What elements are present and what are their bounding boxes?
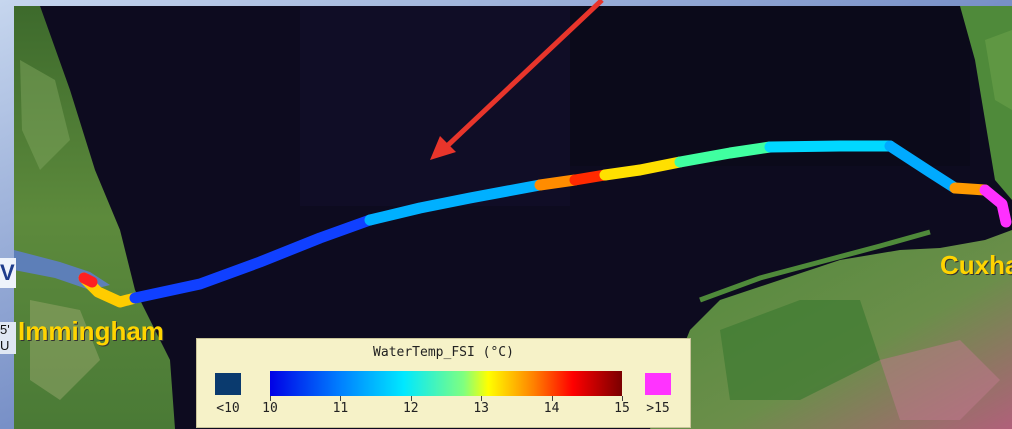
legend-color-scale bbox=[270, 371, 622, 396]
side-fragment-low-text: U bbox=[0, 338, 10, 353]
legend-tick-mark bbox=[340, 396, 342, 401]
legend-tick-label: 10 bbox=[262, 401, 278, 416]
legend-title: WaterTemp_FSI (°C) bbox=[373, 345, 514, 360]
legend-above-swatch bbox=[645, 373, 671, 395]
land-texture bbox=[20, 60, 70, 170]
legend-tick-mark bbox=[410, 396, 412, 401]
legend-tick-label: 15 bbox=[614, 401, 630, 416]
legend-tick-label: 12 bbox=[402, 401, 419, 416]
pointer-arrow bbox=[430, 0, 604, 160]
temperature-legend: WaterTemp_FSI (°C) <10 >15 10 11 12 13 14 15 bbox=[196, 338, 691, 428]
wadden-islands bbox=[699, 229, 931, 303]
legend-tick-label: 11 bbox=[332, 401, 349, 416]
legend-tick-mark bbox=[270, 396, 271, 401]
port-label-cuxhaven: Cuxha bbox=[940, 250, 1012, 280]
legend-below-label: <10 bbox=[216, 401, 240, 416]
legend-tick-mark bbox=[481, 396, 483, 401]
legend-tick-mark bbox=[622, 396, 623, 401]
side-fragment-mid: 5' U bbox=[0, 322, 16, 354]
temperature-track bbox=[78, 140, 1012, 308]
land-texture bbox=[880, 340, 1000, 420]
land-texture bbox=[985, 30, 1012, 110]
land-texture bbox=[30, 300, 100, 400]
port-label-immingham: Immingham bbox=[18, 316, 164, 346]
sea-tile bbox=[300, 6, 570, 206]
legend-tick-label: 14 bbox=[543, 401, 560, 416]
side-fragment-mid-text: 5' bbox=[0, 322, 10, 337]
legend-below-swatch bbox=[215, 373, 241, 395]
legend-tick-mark bbox=[551, 396, 553, 401]
legend-above-label: >15 bbox=[646, 401, 670, 416]
land-texture bbox=[720, 300, 880, 400]
sea-tile bbox=[570, 6, 970, 166]
side-fragment-top: V bbox=[0, 258, 16, 288]
legend-tick-label: 13 bbox=[473, 401, 490, 416]
